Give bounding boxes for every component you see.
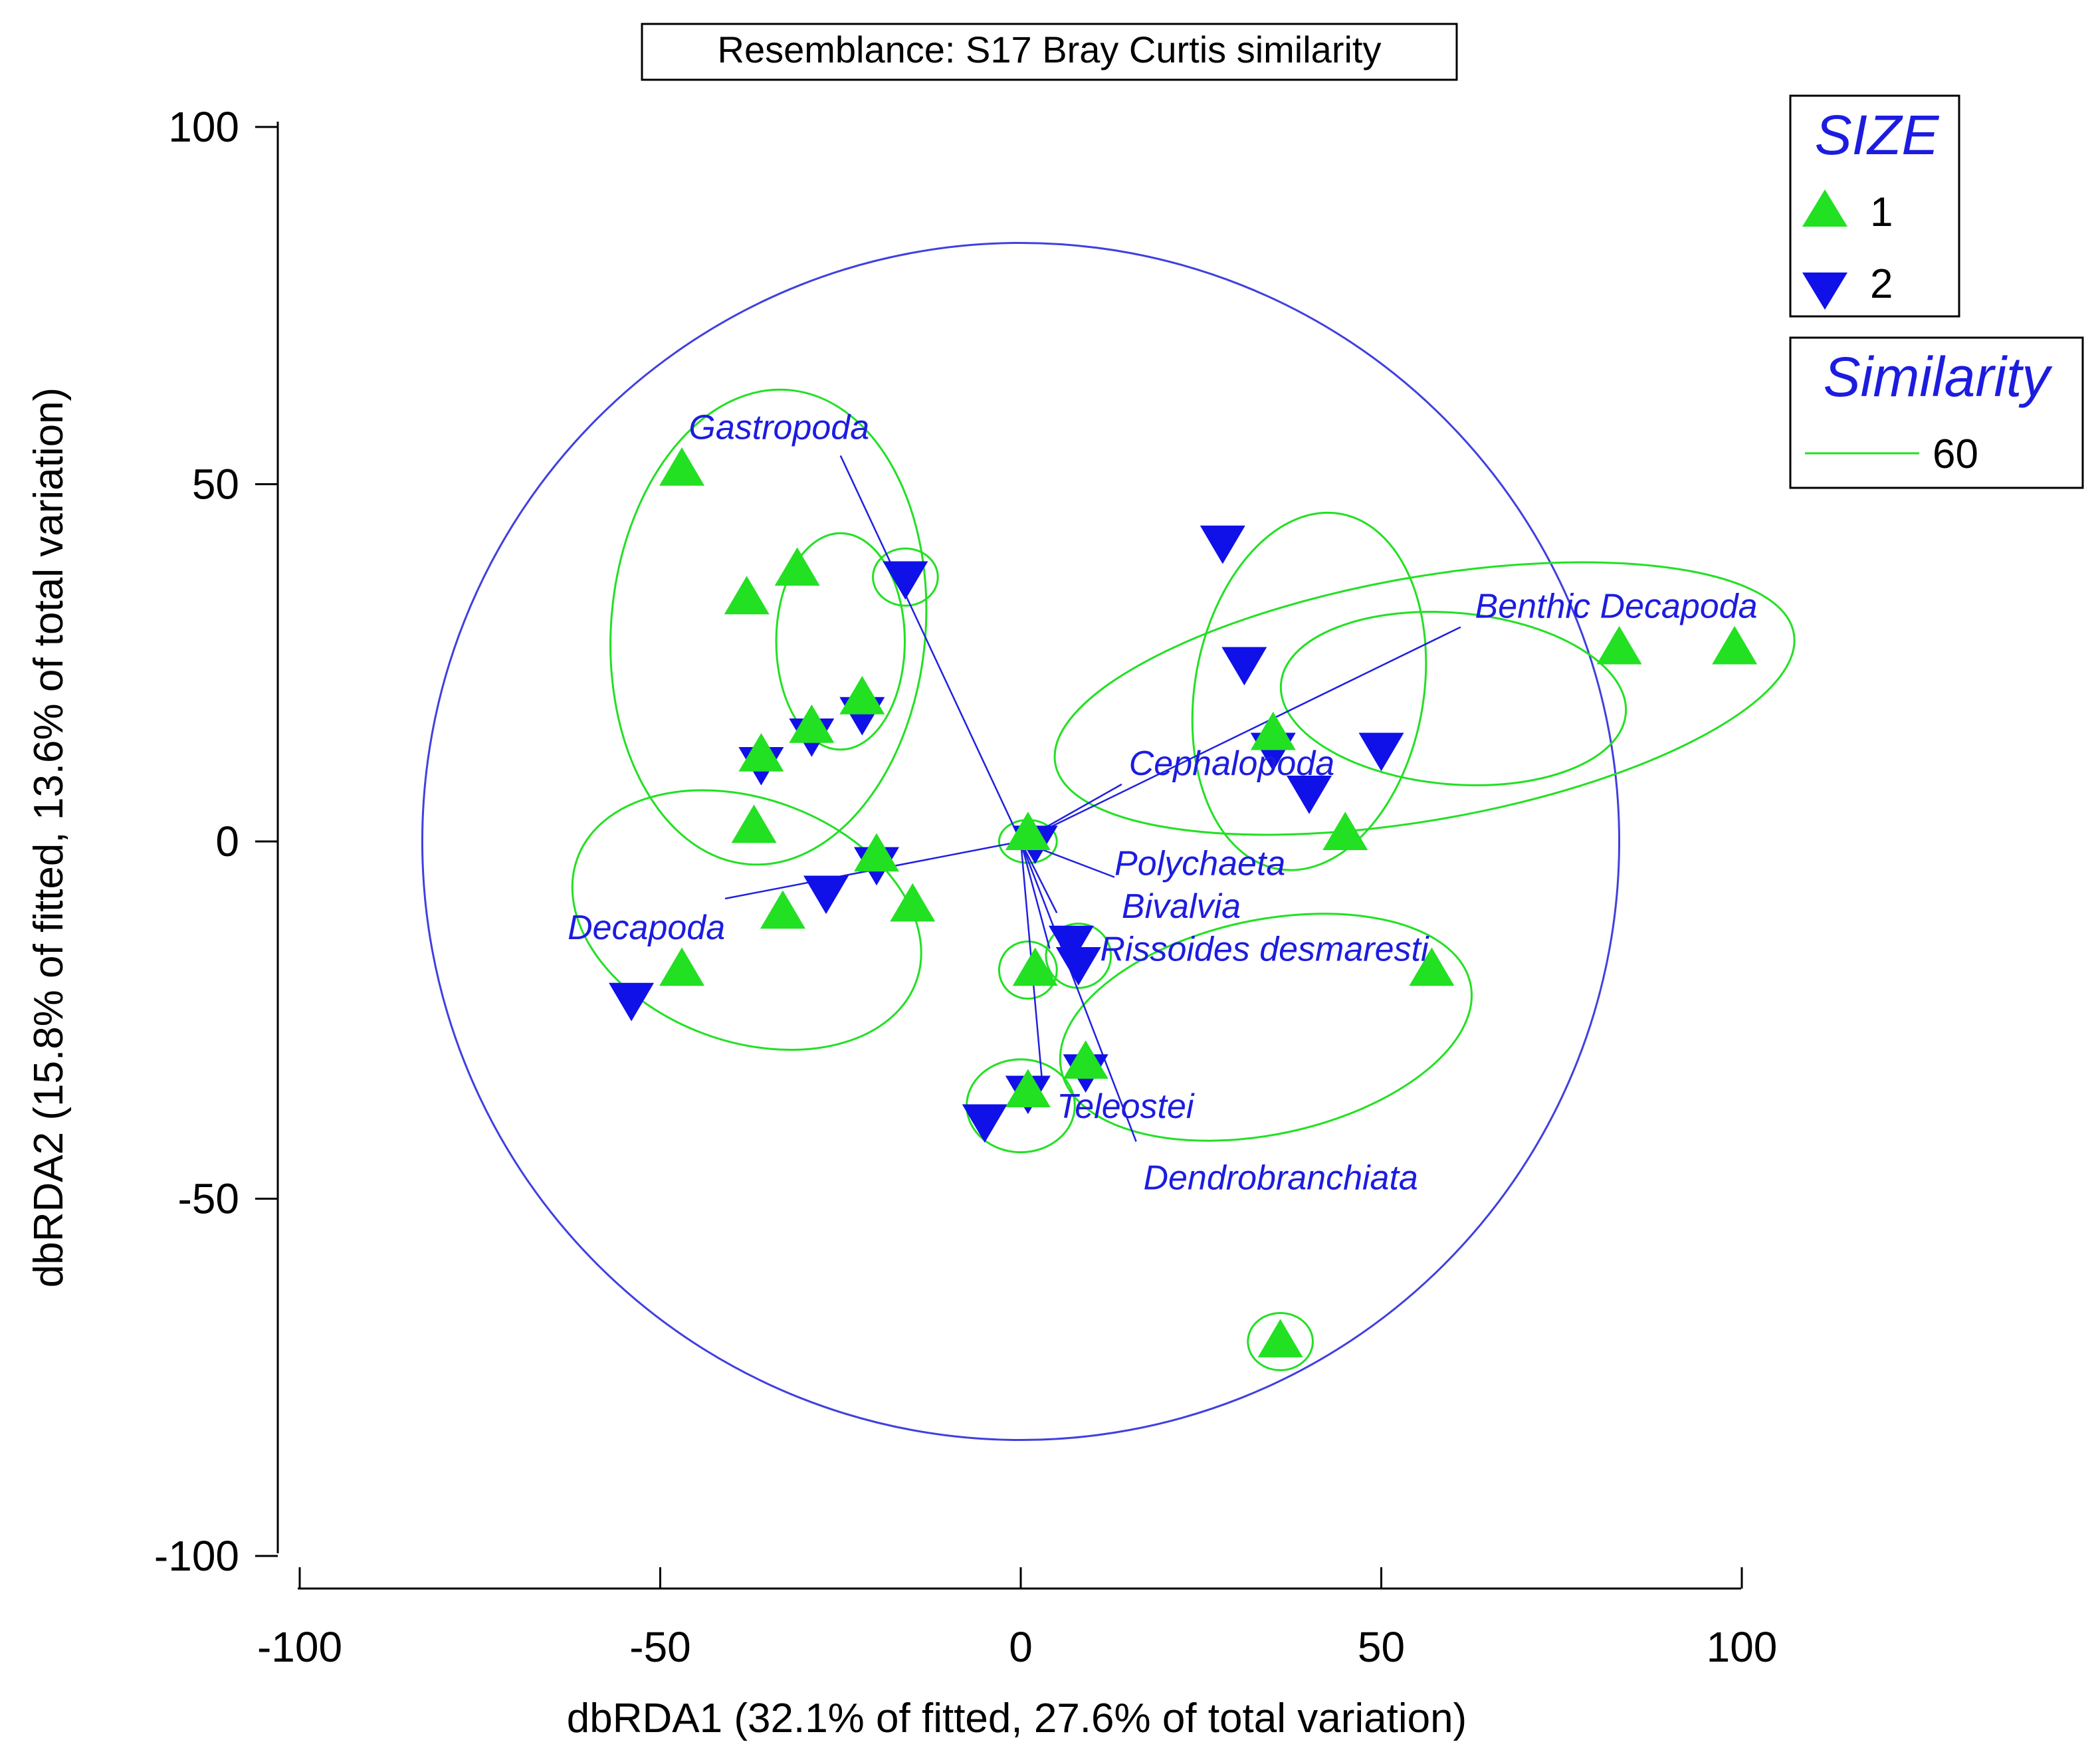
similarity-contour	[1053, 561, 1796, 836]
correlation-circle	[421, 241, 1621, 1442]
point-group-2	[1048, 925, 1094, 964]
point-group-1	[1250, 711, 1296, 750]
vector-line	[839, 455, 1022, 842]
x-tick-label: 50	[1358, 1623, 1405, 1671]
sample-points	[609, 447, 1758, 1358]
y-ticks: -100 -50 0 50 100	[154, 103, 278, 1580]
point-group-1	[854, 833, 899, 872]
x-axis-title: dbRDA1 (32.1% of fitted, 27.6% of total …	[567, 1696, 1467, 1741]
legend-similarity: Similarity 60	[1789, 336, 2084, 489]
y-tick-label: 0	[215, 818, 239, 865]
point-group-1	[738, 733, 784, 772]
x-ticks: -100 -50 0 50 100	[257, 1567, 1777, 1671]
similarity-contour	[609, 388, 928, 866]
vector-line	[1019, 841, 1058, 914]
point-group-1	[1005, 1069, 1051, 1108]
chart-title-box	[641, 23, 1458, 81]
legend-size: SIZE 1 2	[1789, 94, 1960, 318]
point-group-1	[1712, 625, 1758, 665]
legend-size-title: SIZE	[1815, 104, 1940, 166]
vector-label: Cephalopoda	[1129, 744, 1334, 783]
point-group-2	[1055, 946, 1101, 986]
y-axis-title: dbRDA2 (15.8% of fitted, 13.6% of total …	[26, 387, 72, 1287]
vector-line	[1019, 841, 1137, 1142]
similarity-contour	[1045, 923, 1112, 989]
x-tick-label: 0	[1009, 1623, 1033, 1671]
legend-label-2: 2	[1870, 261, 1893, 307]
similarity-contour	[1247, 1312, 1314, 1371]
y-tick-label: 50	[192, 461, 239, 508]
y-tick-label: -50	[178, 1175, 240, 1223]
point-group-1	[839, 676, 885, 715]
similarity-contour	[1191, 511, 1427, 871]
point-group-1	[1012, 947, 1058, 986]
vector-line	[1019, 841, 1051, 949]
point-group-1	[1322, 812, 1368, 851]
x-tick-label: -100	[257, 1623, 342, 1671]
point-group-2	[1221, 647, 1267, 686]
point-group-1	[1596, 625, 1642, 665]
point-group-2	[1358, 732, 1404, 772]
point-group-2	[609, 982, 655, 1022]
vector-label: Polychaeta	[1114, 844, 1285, 883]
point-group-1	[774, 547, 820, 586]
point-group-2	[962, 1104, 1007, 1143]
point-group-1	[724, 576, 770, 615]
vector-label: Bivalvia	[1122, 887, 1241, 926]
point-group-1	[1063, 1040, 1108, 1079]
vector-label: Teleostei	[1057, 1087, 1195, 1126]
point-group-1	[1257, 1319, 1303, 1358]
point-group-2	[803, 875, 849, 915]
vector-label: Dendrobranchiata	[1143, 1158, 1418, 1197]
point-group-2	[883, 561, 928, 600]
x-tick-label: -50	[629, 1623, 691, 1671]
axes: -100 -50 0 50 100 -100 -50 0 50 100	[154, 103, 1777, 1671]
legend-similarity-value: 60	[1933, 431, 1978, 477]
vector-label: Decapoda	[568, 909, 725, 947]
legend-marker-1	[1802, 189, 1847, 227]
legend-label-1: 1	[1870, 189, 1893, 235]
point-group-1	[890, 883, 936, 922]
y-tick-label: 100	[168, 103, 239, 151]
vector-overlay	[724, 455, 1461, 1142]
legend-similarity-box	[1789, 336, 2084, 489]
y-tick-label: -100	[154, 1532, 239, 1580]
legend-similarity-title: Similarity	[1824, 346, 2053, 408]
similarity-contour	[1059, 913, 1473, 1142]
point-group-1	[1005, 812, 1051, 851]
point-group-1	[659, 447, 705, 486]
point-group-2	[1287, 775, 1332, 814]
vector-line	[1020, 626, 1461, 843]
point-group-1	[731, 804, 777, 843]
vector-label: Rissoides desmaresti	[1100, 930, 1429, 968]
similarity-contour	[1279, 611, 1628, 786]
point-group-1	[659, 947, 705, 986]
point-group-1	[760, 890, 805, 929]
similarity-contour	[998, 940, 1058, 1000]
similarity-contour	[872, 547, 939, 607]
vector-labels: Gastropoda Decapoda Benthic Decapoda Cephal…	[568, 409, 1757, 1198]
vector-label: Benthic Decapoda	[1475, 587, 1758, 625]
point-group-2	[1200, 525, 1245, 564]
similarity-contour	[571, 789, 922, 1051]
legend-marker-2	[1802, 273, 1847, 310]
similarity-contour	[775, 532, 906, 751]
chart-title: Resemblance: S17 Bray Curtis similarity	[718, 29, 1382, 70]
plot-area: Gastropoda Decapoda Benthic Decapoda Cephal…	[421, 241, 1796, 1442]
vector-label: Gastropoda	[688, 409, 869, 447]
x-tick-label: 100	[1707, 1623, 1778, 1671]
point-group-1	[1409, 947, 1455, 986]
similarity-contours	[571, 388, 1796, 1371]
point-group-1	[789, 705, 835, 743]
